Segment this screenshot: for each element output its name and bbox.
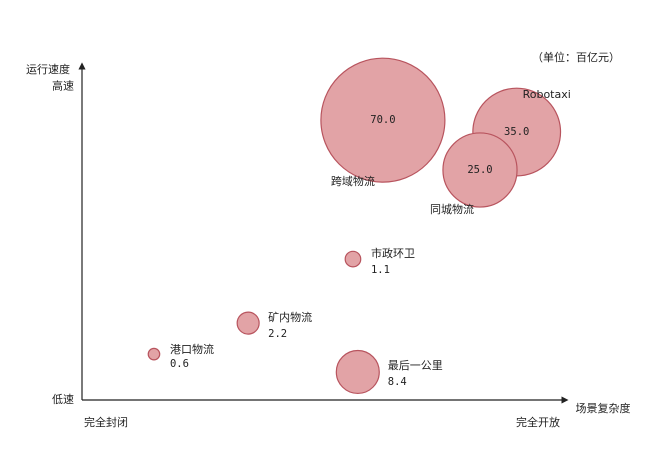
value-label: 70.0 <box>370 114 395 126</box>
value-label: 25.0 <box>467 164 492 176</box>
bubble-name: 港口物流 <box>170 342 214 356</box>
x-tick-label: 完全封闭 <box>84 415 128 429</box>
bubble <box>147 347 161 361</box>
y-axis-title: 运行速度 <box>26 62 70 76</box>
y-tick-label: 低速 <box>52 393 74 406</box>
bubble <box>320 57 446 183</box>
bubble-name: Robotaxi <box>523 88 571 101</box>
value-label: 0.6 <box>170 358 189 370</box>
bubble-name: 同城物流 <box>430 202 474 216</box>
bubble-name: 矿内物流 <box>268 310 312 324</box>
x-tick-label: 完全开放 <box>516 415 560 429</box>
bubble-name: 市政环卫 <box>371 246 415 260</box>
unit-note: （单位：百亿元） <box>532 50 620 64</box>
bubble <box>442 132 518 208</box>
bubble <box>335 349 380 395</box>
y-tick-label: 高速 <box>52 79 74 93</box>
bubble-name: 跨域物流 <box>331 174 375 188</box>
value-label: 8.4 <box>388 376 407 388</box>
x-axis-title: 场景复杂度 <box>576 401 631 415</box>
bubble-name: 最后一公里 <box>388 359 443 372</box>
bubble <box>344 250 362 268</box>
value-label: 2.2 <box>268 328 287 340</box>
value-label: 35.0 <box>504 126 529 138</box>
value-label: 1.1 <box>371 264 390 276</box>
bubble <box>236 311 260 335</box>
